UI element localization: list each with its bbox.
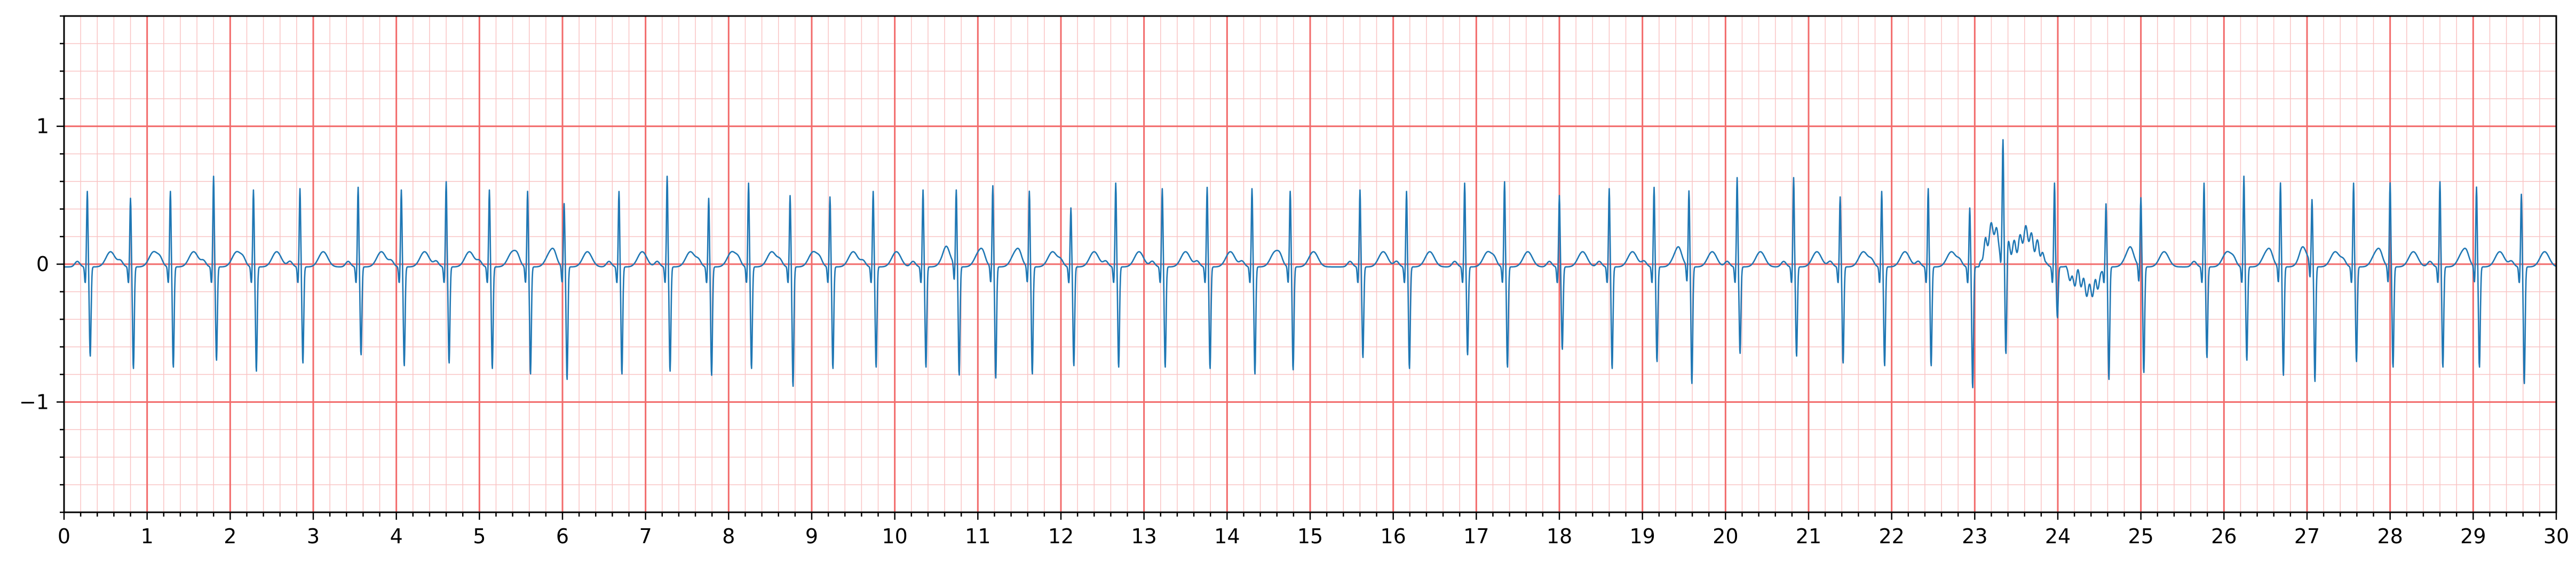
x-tick-label: 3 xyxy=(307,525,320,548)
x-tick-label: 30 xyxy=(2543,525,2569,548)
x-tick-label: 5 xyxy=(473,525,486,548)
x-tick-label: 28 xyxy=(2377,525,2403,548)
major-grid xyxy=(63,16,2557,512)
x-tick-label: 19 xyxy=(1629,525,1655,548)
x-tick-label: 17 xyxy=(1463,525,1489,548)
x-tick-label: 1 xyxy=(141,525,154,548)
x-tick-label: 18 xyxy=(1547,525,1572,548)
x-tick-label: 16 xyxy=(1380,525,1406,548)
ecg-trace-layer xyxy=(64,139,2557,388)
x-tick-label: 21 xyxy=(1796,525,1821,548)
x-tick-label: 23 xyxy=(1962,525,1987,548)
y-tick-label: −1 xyxy=(19,390,49,414)
x-tick-label: 4 xyxy=(390,525,403,548)
x-tick-label: 6 xyxy=(556,525,569,548)
y-tick-label: 0 xyxy=(36,252,49,276)
x-axis: 0 1 2 3 4 5 6 7 8 9 10 11 12 13 14 15 16 17 18 19 20 21 22 23 24… xyxy=(58,512,2569,548)
x-tick-label: 9 xyxy=(805,525,818,548)
x-tick-label: 2 xyxy=(224,525,236,548)
x-tick-label: 7 xyxy=(639,525,652,548)
x-tick-label: 24 xyxy=(2045,525,2071,548)
x-tick-label: 25 xyxy=(2128,525,2153,548)
x-tick-label: 8 xyxy=(722,525,735,548)
x-tick-label: 10 xyxy=(882,525,907,548)
ecg-trace-line xyxy=(64,139,2557,388)
x-tick-label: 27 xyxy=(2294,525,2320,548)
x-tick-label: 20 xyxy=(1713,525,1738,548)
y-axis: −1 0 1 xyxy=(19,15,64,513)
x-tick-label: 12 xyxy=(1048,525,1074,548)
x-tick-label: 14 xyxy=(1214,525,1240,548)
x-tick-label: 11 xyxy=(965,525,990,548)
x-tick-label: 26 xyxy=(2211,525,2237,548)
y-tick-label: 1 xyxy=(36,115,49,138)
x-tick-label: 15 xyxy=(1297,525,1323,548)
x-tick-label: 29 xyxy=(2460,525,2486,548)
x-tick-label: 0 xyxy=(58,525,70,548)
x-tick-label: 13 xyxy=(1131,525,1156,548)
x-tick-label: 22 xyxy=(1879,525,1904,548)
